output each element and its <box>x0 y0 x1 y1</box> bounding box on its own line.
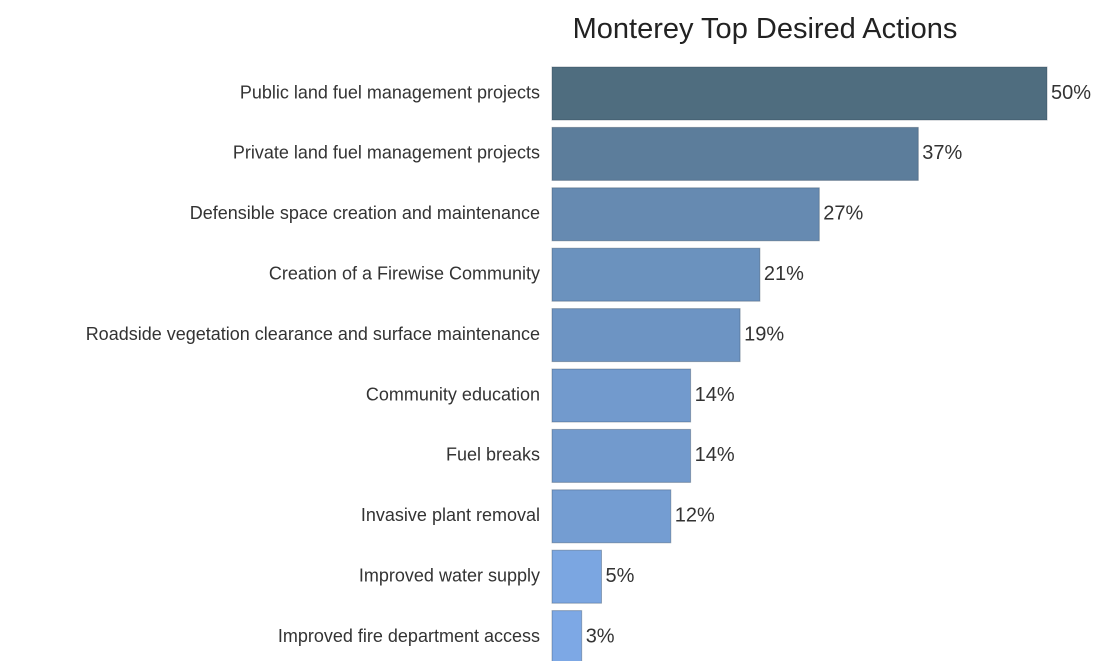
value-label: 5% <box>606 565 635 587</box>
category-label: Invasive plant removal <box>361 505 540 525</box>
category-label: Defensible space creation and maintenanc… <box>190 203 540 223</box>
bar <box>551 187 820 242</box>
bar <box>551 610 583 661</box>
bar <box>551 368 692 423</box>
category-label: Creation of a Firewise Community <box>269 263 540 283</box>
bar <box>551 66 1048 121</box>
value-label: 14% <box>695 384 735 406</box>
category-label: Improved water supply <box>359 565 540 585</box>
chart-title: Monterey Top Desired Actions <box>573 13 958 45</box>
bar <box>551 489 672 544</box>
value-label: 50% <box>1051 82 1091 104</box>
bar <box>551 549 602 604</box>
value-label: 12% <box>675 505 715 527</box>
bars-group <box>551 66 1048 661</box>
category-label: Public land fuel management projects <box>240 82 540 102</box>
category-label: Improved fire department access <box>278 626 540 646</box>
value-label: 19% <box>744 323 784 345</box>
category-labels-group: Public land fuel management projects Priv… <box>86 82 540 646</box>
value-label: 27% <box>823 203 863 225</box>
bar <box>551 247 761 302</box>
bar <box>551 428 692 483</box>
value-labels-group: 50% 37% 27% 21% 19% 14% 14% 12% 5% 3% <box>586 82 1092 648</box>
category-label: Fuel breaks <box>446 445 540 465</box>
bar <box>551 308 741 363</box>
value-label: 3% <box>586 625 615 647</box>
bar <box>551 126 919 181</box>
value-label: 14% <box>695 444 735 466</box>
value-label: 37% <box>922 142 962 164</box>
value-label: 21% <box>764 263 804 285</box>
category-label: Community education <box>366 384 540 404</box>
category-label: Private land fuel management projects <box>233 143 540 163</box>
category-label: Roadside vegetation clearance and surfac… <box>86 324 540 344</box>
